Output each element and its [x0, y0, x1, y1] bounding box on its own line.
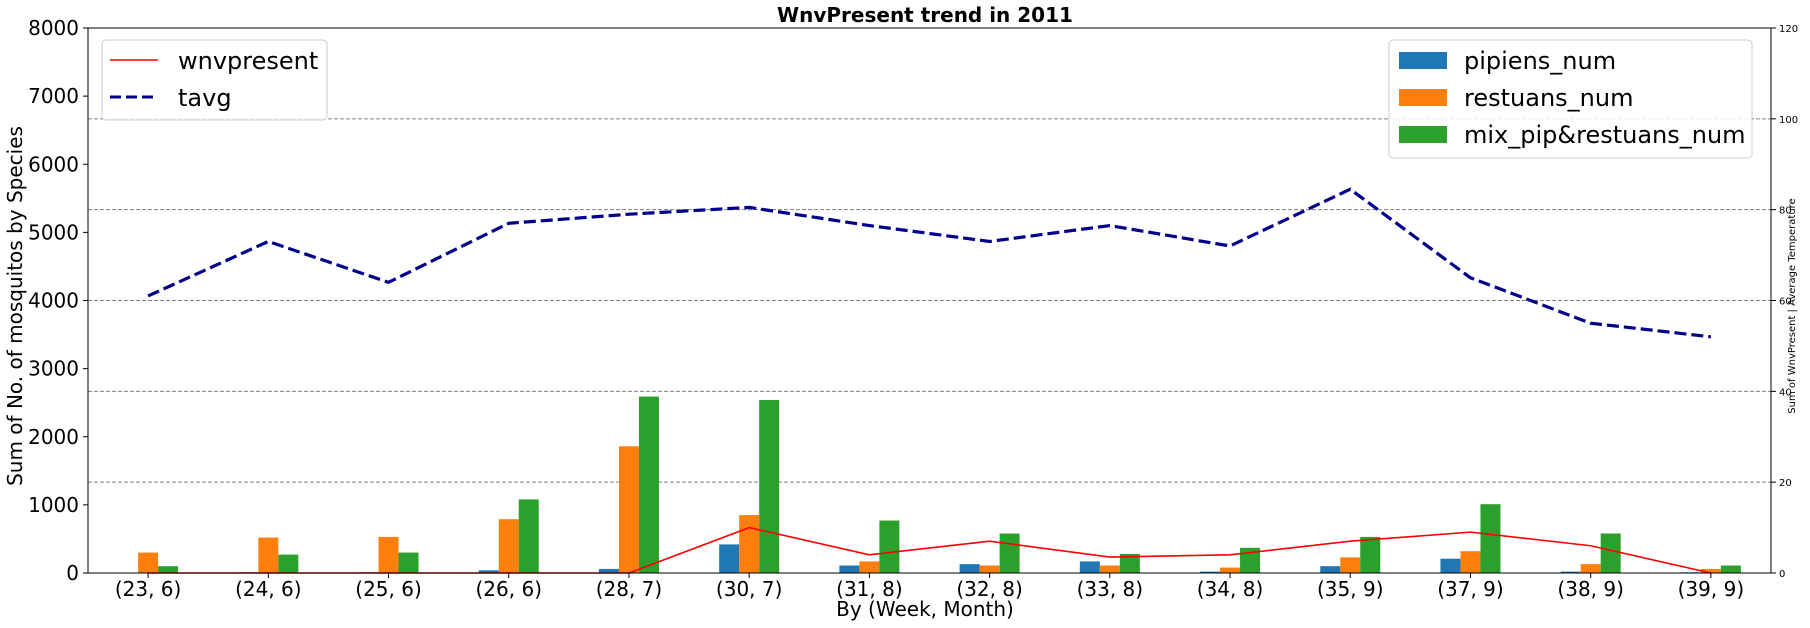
lines-layer	[147, 187, 1712, 574]
bar-pipiens-num	[478, 570, 499, 573]
x-tick-label: (26, 6)	[476, 577, 543, 601]
y-tick-label-left: 0	[66, 561, 79, 585]
bar-restuans-num	[1700, 568, 1721, 573]
legend-restuans-swatch	[1399, 89, 1447, 106]
chart-title: WnvPresent trend in 2011	[777, 3, 1073, 27]
bar-restuans-num	[1220, 567, 1241, 573]
bar-restuans-num	[1580, 564, 1601, 573]
bar-restuans-num	[378, 536, 399, 573]
bar-mix-pip-restuans-num	[879, 520, 900, 573]
y-tick-label-left: 1000	[28, 493, 79, 517]
bar-mix-pip-restuans-num	[1480, 504, 1501, 573]
bar-restuans-num	[1340, 557, 1361, 573]
bars-layer	[118, 396, 1741, 573]
bar-restuans-num	[979, 565, 1000, 573]
x-tick-label: (38, 9)	[1557, 577, 1624, 601]
bar-pipiens-num	[1200, 571, 1221, 573]
bar-pipiens-num	[959, 564, 980, 573]
x-tick-label: (30, 7)	[716, 577, 783, 601]
y-tick-label-right: 120	[1779, 24, 1798, 35]
legend-lines: wnvpresent tavg	[101, 39, 328, 121]
x-axis-label: By (Week, Month)	[836, 597, 1014, 621]
x-tick-label: (33, 8)	[1077, 577, 1144, 601]
y-tick-label-left: 5000	[28, 220, 79, 244]
bar-mix-pip-restuans-num	[1360, 536, 1381, 573]
y-tick-label-left: 6000	[28, 152, 79, 176]
legend-tavg-label: tavg	[178, 84, 232, 112]
bar-restuans-num	[1460, 551, 1481, 573]
x-tick-label: (39, 9)	[1678, 577, 1745, 601]
x-tick-label: (34, 8)	[1197, 577, 1264, 601]
y-tick-label-left: 3000	[28, 357, 79, 381]
bar-restuans-num	[258, 537, 279, 573]
legend-mix-label: mix_pip&restuans_num	[1464, 121, 1746, 149]
bar-pipiens-num	[1320, 566, 1341, 573]
legend-pipiens-swatch	[1399, 52, 1447, 69]
line-tavg	[147, 187, 1712, 339]
y-tick-label-left: 2000	[28, 425, 79, 449]
legend-bars-box	[1388, 39, 1753, 159]
bar-restuans-num	[859, 561, 880, 573]
bar-restuans-num	[498, 519, 519, 573]
legend-pipiens-label: pipiens_num	[1464, 47, 1616, 75]
grid-layer	[88, 118, 1771, 483]
bar-mix-pip-restuans-num	[1240, 547, 1261, 573]
bar-mix-pip-restuans-num	[1720, 565, 1741, 573]
bar-pipiens-num	[839, 565, 860, 573]
bar-restuans-num	[138, 552, 159, 573]
legend-lines-box	[101, 39, 328, 121]
x-tick-label: (25, 6)	[355, 577, 422, 601]
bar-mix-pip-restuans-num	[638, 396, 659, 573]
bar-restuans-num	[618, 446, 639, 573]
y-axis-label-left: Sum of No. of mosquitos by Species	[3, 126, 27, 486]
x-tick-label: (32, 8)	[956, 577, 1023, 601]
y-tick-label-right: 100	[1779, 115, 1798, 126]
x-tick-label: (28, 7)	[596, 577, 663, 601]
bar-mix-pip-restuans-num	[1119, 553, 1140, 573]
bar-pipiens-num	[1560, 571, 1581, 573]
y-tick-label-right: 60	[1779, 297, 1792, 308]
bar-mix-pip-restuans-num	[398, 552, 419, 573]
bar-mix-pip-restuans-num	[999, 533, 1020, 573]
bar-pipiens-num	[1440, 558, 1461, 573]
bar-pipiens-num	[719, 544, 740, 573]
legend-restuans-label: restuans_num	[1464, 84, 1633, 112]
legend-mix-swatch	[1399, 126, 1447, 143]
y-tick-label-left: 7000	[28, 84, 79, 108]
axis-layer: 0 1000 2000 3000 4000 5000 6000 7000 8000 0 20 40 60…	[28, 16, 1798, 601]
bar-mix-pip-restuans-num	[278, 554, 299, 573]
bar-mix-pip-restuans-num	[518, 499, 539, 573]
x-tick-label: (23, 6)	[115, 577, 182, 601]
x-tick-label: (37, 9)	[1437, 577, 1504, 601]
y-tick-label-right: 0	[1779, 569, 1785, 580]
y-tick-label-left: 8000	[28, 16, 79, 40]
x-tick-label: (31, 8)	[836, 577, 903, 601]
y-tick-label-right: 20	[1779, 478, 1792, 489]
bar-pipiens-num	[598, 568, 619, 573]
bar-mix-pip-restuans-num	[759, 399, 780, 573]
x-tick-label: (35, 9)	[1317, 577, 1384, 601]
legend-bars: pipiens_num restuans_num mix_pip&restuan…	[1388, 39, 1753, 159]
legend-wnvpresent-label: wnvpresent	[178, 47, 318, 75]
bar-restuans-num	[1099, 565, 1120, 573]
y-tick-label-right: 40	[1779, 387, 1792, 398]
y-tick-label-left: 4000	[28, 289, 79, 313]
bar-pipiens-num	[1079, 561, 1100, 573]
x-tick-label: (24, 6)	[235, 577, 302, 601]
bar-restuans-num	[739, 515, 760, 573]
bar-mix-pip-restuans-num	[158, 566, 179, 573]
bar-mix-pip-restuans-num	[1600, 533, 1621, 573]
y-axis-label-right: Sum of WnvPresent | Average Temperature	[1787, 198, 1798, 413]
y-tick-label-right: 80	[1779, 206, 1792, 217]
